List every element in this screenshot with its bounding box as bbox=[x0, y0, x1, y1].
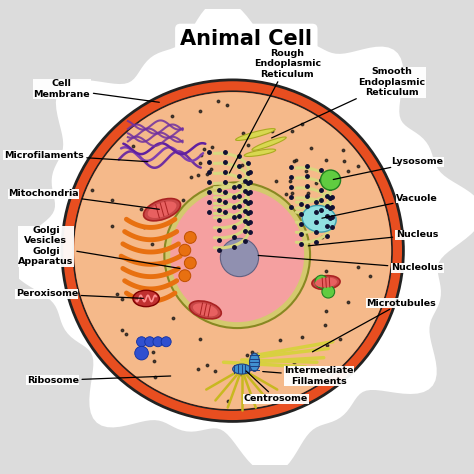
Ellipse shape bbox=[144, 199, 181, 221]
Text: Rough
Endoplasmic
Reticulum: Rough Endoplasmic Reticulum bbox=[229, 49, 321, 173]
Text: Intermediate
Fillaments: Intermediate Fillaments bbox=[263, 366, 354, 385]
Text: Ribosome: Ribosome bbox=[27, 376, 171, 385]
Circle shape bbox=[320, 170, 341, 190]
Circle shape bbox=[164, 182, 310, 328]
Circle shape bbox=[73, 91, 392, 410]
Circle shape bbox=[145, 337, 155, 347]
Circle shape bbox=[315, 275, 328, 288]
Text: Peroxisome: Peroxisome bbox=[16, 290, 143, 299]
Ellipse shape bbox=[252, 137, 286, 150]
Circle shape bbox=[135, 346, 148, 360]
Text: Centrosome: Centrosome bbox=[244, 371, 308, 403]
Ellipse shape bbox=[312, 275, 340, 290]
Ellipse shape bbox=[236, 128, 275, 140]
Ellipse shape bbox=[133, 290, 159, 307]
Text: Lysosome: Lysosome bbox=[333, 157, 443, 180]
Circle shape bbox=[170, 188, 304, 322]
Text: Microtubules: Microtubules bbox=[312, 299, 436, 352]
Circle shape bbox=[161, 337, 171, 347]
Circle shape bbox=[220, 238, 259, 277]
Circle shape bbox=[74, 92, 391, 409]
Ellipse shape bbox=[302, 205, 336, 232]
Ellipse shape bbox=[148, 201, 176, 218]
Text: Vacuole: Vacuole bbox=[322, 194, 438, 218]
Circle shape bbox=[137, 337, 146, 347]
Ellipse shape bbox=[244, 149, 276, 156]
Text: Nucleolus: Nucleolus bbox=[258, 255, 443, 273]
Circle shape bbox=[153, 337, 163, 347]
Circle shape bbox=[179, 244, 191, 256]
Ellipse shape bbox=[233, 364, 251, 374]
Circle shape bbox=[179, 270, 191, 282]
Text: Smooth
Endoplasmic
Reticulum: Smooth Endoplasmic Reticulum bbox=[272, 67, 426, 138]
Ellipse shape bbox=[189, 301, 221, 319]
Text: Mitochondria: Mitochondria bbox=[9, 189, 159, 210]
Polygon shape bbox=[11, 2, 474, 472]
Ellipse shape bbox=[193, 303, 218, 317]
Text: Animal Cell: Animal Cell bbox=[180, 29, 312, 49]
Text: Cell
Membrane: Cell Membrane bbox=[34, 79, 159, 102]
Circle shape bbox=[322, 285, 335, 298]
Text: Nucleus: Nucleus bbox=[308, 230, 438, 246]
Circle shape bbox=[184, 231, 196, 243]
Circle shape bbox=[62, 80, 403, 421]
Circle shape bbox=[184, 257, 196, 269]
Ellipse shape bbox=[315, 278, 337, 288]
Ellipse shape bbox=[249, 353, 259, 371]
Text: Golgi
Vesicles
Golgi
Apparatus: Golgi Vesicles Golgi Apparatus bbox=[18, 226, 180, 268]
Text: Microfilaments: Microfilaments bbox=[4, 151, 148, 162]
